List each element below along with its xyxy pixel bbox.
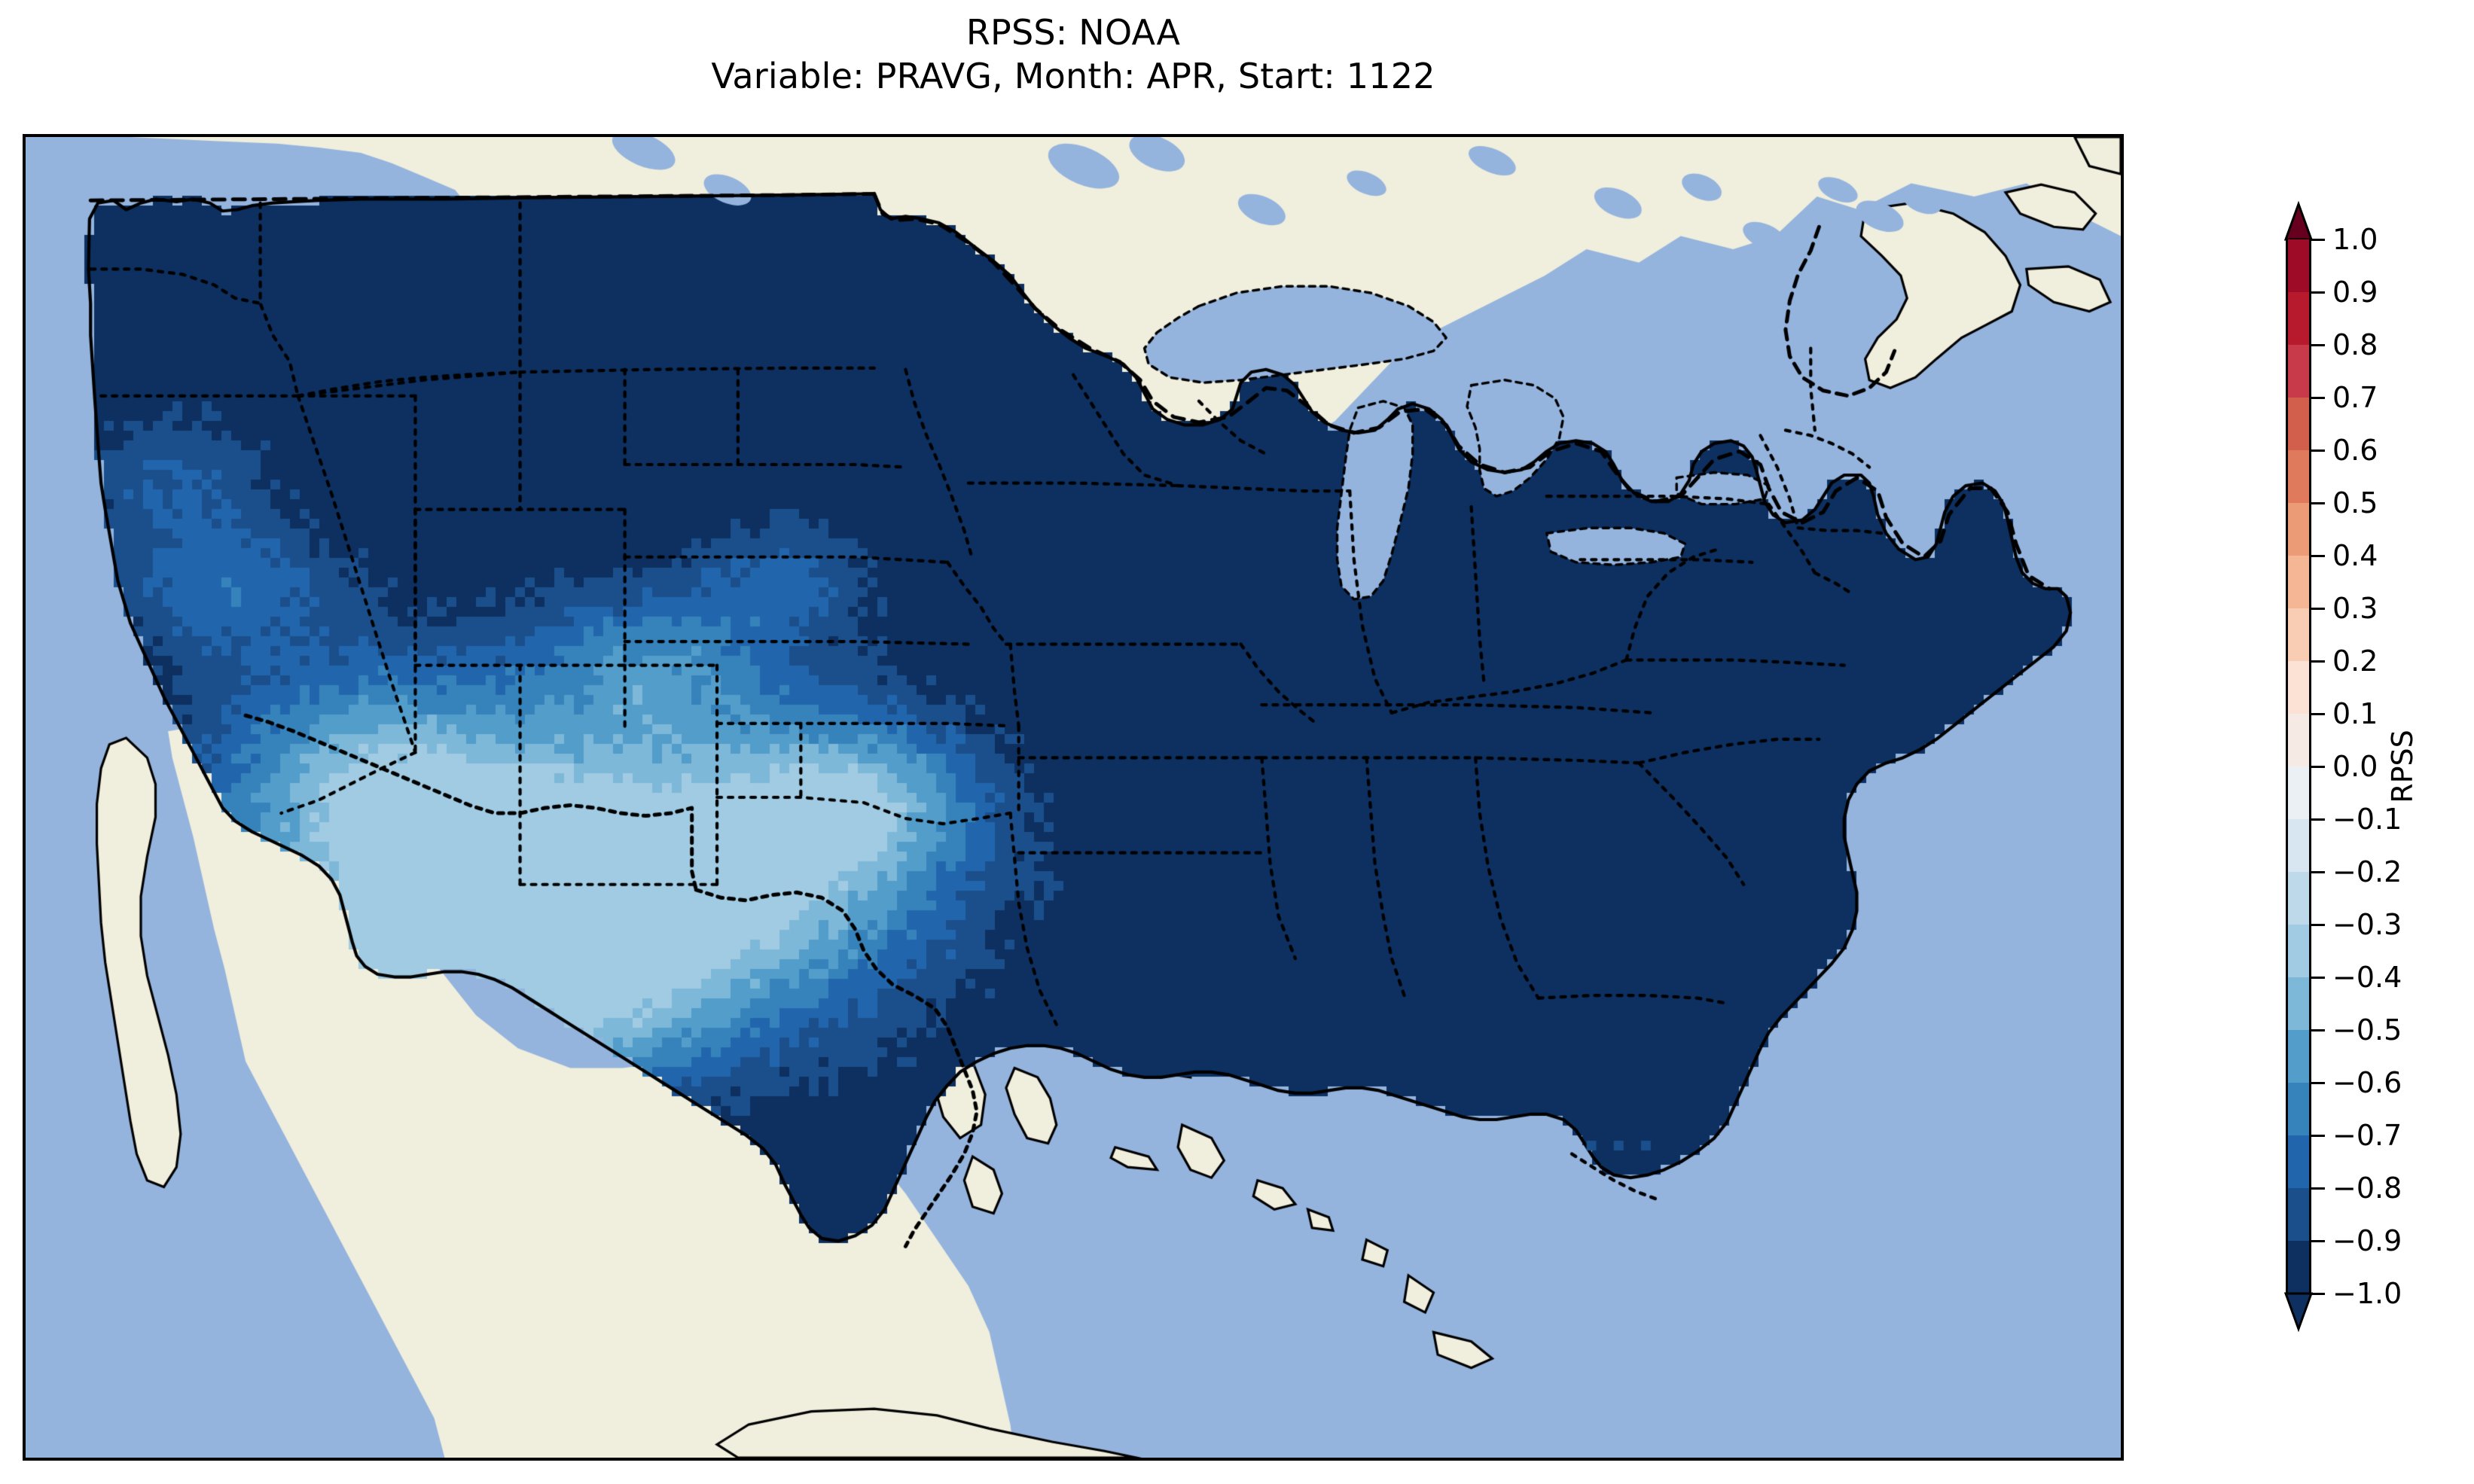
colorbar-tick: [2311, 660, 2325, 663]
colorbar-band: [2288, 872, 2309, 925]
colorbar-band: [2288, 292, 2309, 345]
colorbar-tick-label: −0.5: [2332, 1013, 2402, 1047]
colorbar-band: [2288, 925, 2309, 977]
colorbar-tick-label: 0.1: [2332, 697, 2378, 730]
colorbar-tick-label: −0.3: [2332, 908, 2402, 941]
colorbar-tick-label: 0.4: [2332, 539, 2378, 572]
title-line-1: RPSS: NOAA: [966, 12, 1181, 53]
colorbar-band: [2288, 1135, 2309, 1188]
figure-title: RPSS: NOAA Variable: PRAVG, Month: APR, …: [0, 11, 2146, 98]
colorbar-tick-label: 0.8: [2332, 328, 2378, 361]
colorbar-tick: [2311, 607, 2325, 610]
colorbar-tick-label: 0.5: [2332, 486, 2378, 520]
colorbar-tick: [2311, 1292, 2325, 1295]
colorbar-tick: [2311, 818, 2325, 821]
colorbar-tick-label: 0.7: [2332, 381, 2378, 414]
colorbar-band: [2288, 503, 2309, 556]
colorbar-tick: [2311, 765, 2325, 768]
colorbar-tick: [2311, 976, 2325, 979]
colorbar-tick: [2311, 1081, 2325, 1084]
colorbar-tick: [2311, 291, 2325, 294]
colorbar-tick-label: 0.2: [2332, 644, 2378, 678]
title-line-2: Variable: PRAVG, Month: APR, Start: 1122: [711, 56, 1435, 96]
colorbar-extend-min-arrow: [2283, 1292, 2314, 1333]
colorbar-band: [2288, 714, 2309, 766]
colorbar-tick-label: 1.0: [2332, 223, 2378, 256]
colorbar-band: [2288, 398, 2309, 450]
colorbar-tick: [2311, 923, 2325, 926]
colorbar-tick: [2311, 870, 2325, 873]
colorbar-tick: [2311, 554, 2325, 557]
colorbar-band: [2288, 819, 2309, 872]
colorbar-tick-label: −0.8: [2332, 1172, 2402, 1205]
colorbar-tick: [2311, 396, 2325, 399]
colorbar-tick-label: −0.9: [2332, 1224, 2402, 1257]
colorbar-band: [2288, 345, 2309, 398]
rpss-heatmap: [26, 137, 2121, 1458]
colorbar-tick: [2311, 449, 2325, 452]
colorbar-band: [2288, 1241, 2309, 1294]
colorbar-band: [2288, 1188, 2309, 1241]
colorbar-tick-label: 0.9: [2332, 276, 2378, 309]
colorbar[interactable]: 1.0 0.9 0.8 0.7 0.6 0.5 0.4 0.3 0.2 0.1 0.0 −0.1 −0.…: [2283, 200, 2402, 1333]
colorbar-tick: [2311, 343, 2325, 346]
colorbar-band: [2288, 239, 2309, 292]
colorbar-tick-label: −1.0: [2332, 1277, 2402, 1310]
colorbar-tick-label: 0.6: [2332, 434, 2378, 467]
colorbar-tick-label: 0.3: [2332, 592, 2378, 625]
colorbar-band: [2288, 661, 2309, 714]
colorbar-tick-label: 0.0: [2332, 750, 2378, 783]
colorbar-band: [2288, 556, 2309, 608]
colorbar-axis-label: RPSS: [2386, 730, 2419, 803]
colorbar-band: [2288, 766, 2309, 819]
colorbar-gradient: [2286, 239, 2311, 1294]
colorbar-tick-label: −0.4: [2332, 961, 2402, 994]
colorbar-tick: [2311, 712, 2325, 715]
colorbar-band: [2288, 1030, 2309, 1083]
colorbar-tick-label: −0.6: [2332, 1066, 2402, 1099]
colorbar-band: [2288, 450, 2309, 503]
colorbar-tick: [2311, 1028, 2325, 1031]
map-axes: [23, 134, 2124, 1461]
colorbar-tick-label: −0.7: [2332, 1119, 2402, 1152]
colorbar-tick: [2311, 501, 2325, 504]
colorbar-extend-max-arrow: [2283, 200, 2314, 241]
colorbar-tick-label: −0.2: [2332, 855, 2402, 888]
colorbar-band: [2288, 977, 2309, 1030]
colorbar-tick: [2311, 1134, 2325, 1137]
colorbar-tick-label: −0.1: [2332, 803, 2402, 836]
colorbar-band: [2288, 608, 2309, 661]
colorbar-band: [2288, 1083, 2309, 1135]
colorbar-tick: [2311, 1187, 2325, 1190]
colorbar-tick: [2311, 238, 2325, 241]
colorbar-tick: [2311, 1239, 2325, 1242]
